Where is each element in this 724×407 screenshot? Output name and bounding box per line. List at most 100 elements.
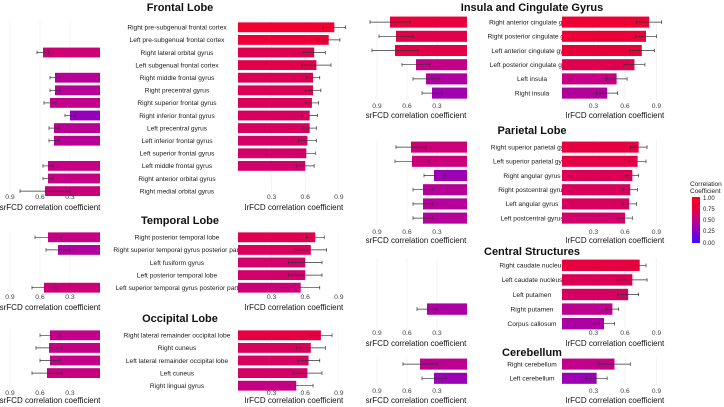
bar-lrfcd-right-caudate-nucleus — [562, 259, 640, 271]
panel-insula-and-cingulate-gyrus: Insula and Cingulate Gyrus Right anterior… — [366, 2, 665, 120]
left-tick-label: 0.6 — [35, 194, 45, 201]
left-tick-label: 0.9 — [5, 390, 15, 397]
bar-lrfcd-right-anterior-cingulate-gyrus — [562, 16, 650, 28]
bar-srfcd-left-anterior-cingulate-gyrus — [395, 44, 467, 57]
left-tick-label: 0.3 — [432, 229, 442, 236]
right-tick-label: 0.6 — [620, 103, 630, 110]
row-label-right-precentral-gyrus: Right precentral gyrus — [145, 88, 210, 95]
row-label-right-superior-frontal-gyrus: Right superior frontal gyrus — [137, 100, 217, 107]
panel-title: Frontal Lobe — [147, 2, 214, 14]
right-tick-label: 0.3 — [267, 294, 277, 301]
left-tick-label: 0.9 — [372, 103, 382, 110]
right-axis-title: lrFCD correlation coefficient — [566, 236, 665, 245]
row-label-left-subgenual-frontal-cortex: Left subgenual frontal cortex — [135, 62, 219, 69]
row-label-right-pre-subgenual-frontal-cortex: Right pre-subgenual frontal cortex — [127, 25, 227, 32]
left-tick-label: 0.6 — [35, 294, 45, 301]
row-label-left-posterior-temporal-lobe: Left posterior temporal lobe — [137, 272, 218, 279]
bar-lrfcd-left-angular-gyrus — [562, 198, 630, 210]
bar-lrfcd-right-posterior-temporal-lobe — [238, 232, 316, 243]
right-axis-title: lrFCD correlation coefficient — [566, 396, 665, 405]
bar-lrfcd-corpus-callosum — [562, 318, 604, 330]
right-tick-label: 0.6 — [620, 330, 630, 337]
bar-srfcd-right-cuneus — [49, 342, 100, 353]
right-axis-title: lrFCD correlation coefficient — [566, 339, 665, 348]
row-label-right-superior-parietal-gyrus: Right superior parietal gyrus — [491, 144, 574, 151]
bar-lrfcd-right-inferior-frontal-gyrus — [238, 110, 310, 121]
right-tick-label: 0.9 — [652, 330, 662, 337]
bar-srfcd-left-middle-frontal-gyrus — [48, 160, 100, 171]
right-tick-label: 0.6 — [300, 390, 310, 397]
left-tick-label: 0.3 — [65, 294, 75, 301]
left-tick-label: 0.3 — [432, 103, 442, 110]
right-tick-label: 0.9 — [334, 390, 344, 397]
right-tick-label: 0.6 — [620, 388, 630, 395]
right-tick-label: 0.3 — [589, 388, 599, 395]
bar-srfcd-right-lateral-remainder-occipital-lobe — [50, 330, 100, 341]
color-legend: Correlation Coefficient 1.00 0.75 0.50 0… — [690, 181, 722, 247]
bar-srfcd-left-superior-parietal-gyrus — [412, 155, 467, 167]
bar-lrfcd-left-subgenual-frontal-cortex — [238, 60, 317, 71]
row-label-right-lateral-remainder-occipital-lobe: Right lateral remainder occipital lobe — [124, 333, 231, 340]
panel-temporal-lobe: Temporal Lobe Right posterior temporal lo… — [0, 215, 344, 312]
panel-title: Parietal Lobe — [497, 125, 566, 137]
row-label-right-medial-orbital-gyrus: Right medial orbital gyrus — [140, 188, 215, 195]
bar-srfcd-right-posterior-cingulate-gyrus — [396, 30, 467, 42]
bar-srfcd-right-superior-temporal-gyrus-posterior-part — [58, 244, 100, 255]
row-label-left-caudate-nucleus: Left caudate nucleus — [502, 277, 564, 284]
right-axis-title: lrFCD correlation coefficient — [566, 111, 665, 120]
bar-lrfcd-right-cuneus — [238, 342, 311, 353]
row-label-right-angular-gyrus: Right angular gyrus — [503, 173, 561, 180]
panel-title: Insula and Cingulate Gyrus — [461, 2, 603, 14]
row-label-right-cerebellum: Right cerebellum — [507, 361, 557, 368]
bar-srfcd-right-anterior-orbital-gyrus — [48, 173, 100, 184]
panel-frontal-lobe: Frontal Lobe Right pre-subgenual frontal … — [0, 2, 346, 212]
row-label-right-posterior-cingulate-gyrus: Right posterior cingulate gyrus — [487, 34, 577, 41]
left-tick-label: 0.3 — [65, 390, 75, 397]
bar-srfcd-right-inferior-frontal-gyrus — [70, 110, 100, 121]
bar-lrfcd-right-postcentral-gyrus — [562, 184, 631, 196]
bar-srfcd-right-middle-frontal-gyrus — [55, 72, 100, 83]
bar-lrfcd-right-lateral-orbital-gyrus — [238, 47, 315, 58]
bar-lrfcd-left-putamen — [562, 288, 629, 301]
bar-lrfcd-right-insula — [562, 87, 608, 99]
bar-lrfcd-left-superior-parietal-gyrus — [562, 155, 638, 167]
row-label-left-anterior-cingulate-gyrus: Left anterior cingulate gyrus — [491, 48, 573, 55]
bar-lrfcd-right-cerebellum — [562, 358, 615, 370]
bar-srfcd-right-superior-frontal-gyrus — [50, 97, 100, 108]
bar-lrfcd-left-cuneus — [238, 368, 308, 379]
bar-srfcd-right-posterior-temporal-lobe — [48, 232, 100, 243]
bar-srfcd-right-medial-orbital-gyrus — [45, 186, 100, 197]
panel-title: Cerebellum — [502, 347, 562, 359]
legend-tick-3: 0.50 — [703, 218, 715, 224]
bar-lrfcd-left-postcentral-gyrus — [562, 212, 625, 224]
bar-lrfcd-right-angular-gyrus — [562, 169, 633, 182]
row-label-left-putamen: Left putamen — [513, 292, 552, 299]
row-label-left-superior-parietal-gyrus: Left superior parietal gyrus — [493, 159, 572, 166]
bar-lrfcd-left-middle-frontal-gyrus — [238, 160, 306, 171]
right-tick-label: 0.3 — [589, 330, 599, 337]
bar-lrfcd-left-lateral-remainder-occipital-lobe — [238, 355, 309, 366]
row-label-right-anterior-orbital-gyrus: Right anterior orbital gyrus — [138, 176, 216, 183]
bar-srfcd-left-cuneus — [47, 368, 100, 379]
bar-lrfcd-right-posterior-cingulate-gyrus — [562, 30, 646, 42]
row-label-right-cuneus: Right cuneus — [158, 345, 197, 352]
bar-lrfcd-left-posterior-temporal-lobe — [238, 270, 306, 281]
bar-srfcd-right-anterior-cingulate-gyrus — [390, 16, 467, 28]
legend-title-line2: Coefficient — [690, 188, 721, 195]
bar-lrfcd-left-pre-subgenual-frontal-cortex — [238, 34, 329, 45]
bar-lrfcd-right-pre-subgenual-frontal-cortex — [238, 22, 335, 33]
left-tick-label: 0.6 — [402, 103, 412, 110]
left-tick-label: 0.6 — [402, 229, 412, 236]
panel-occipital-lobe: Occipital Lobe Right lateral remainder oc… — [0, 313, 344, 405]
row-label-right-superior-temporal-gyrus-posterior-part: Right superior temporal gyrus posterior … — [113, 247, 240, 254]
left-tick-label: 0.3 — [432, 388, 442, 395]
row-label-right-lingual-gyrus: Right lingual gyrus — [150, 383, 205, 390]
row-label-right-posterior-temporal-lobe: Right posterior temporal lobe — [135, 235, 220, 242]
panel-cerebellum: Cerebellum Right cerebellum Left cerebellu… — [366, 347, 665, 405]
row-label-right-caudate-nucleus: Right caudate nucleus — [499, 263, 565, 270]
panel-title: Occipital Lobe — [142, 313, 218, 325]
bar-srfcd-left-inferior-frontal-gyrus — [54, 135, 100, 146]
left-axis-title: srFCD correlation coefficient — [0, 303, 101, 312]
legend-tick-4: 0.25 — [703, 229, 715, 235]
